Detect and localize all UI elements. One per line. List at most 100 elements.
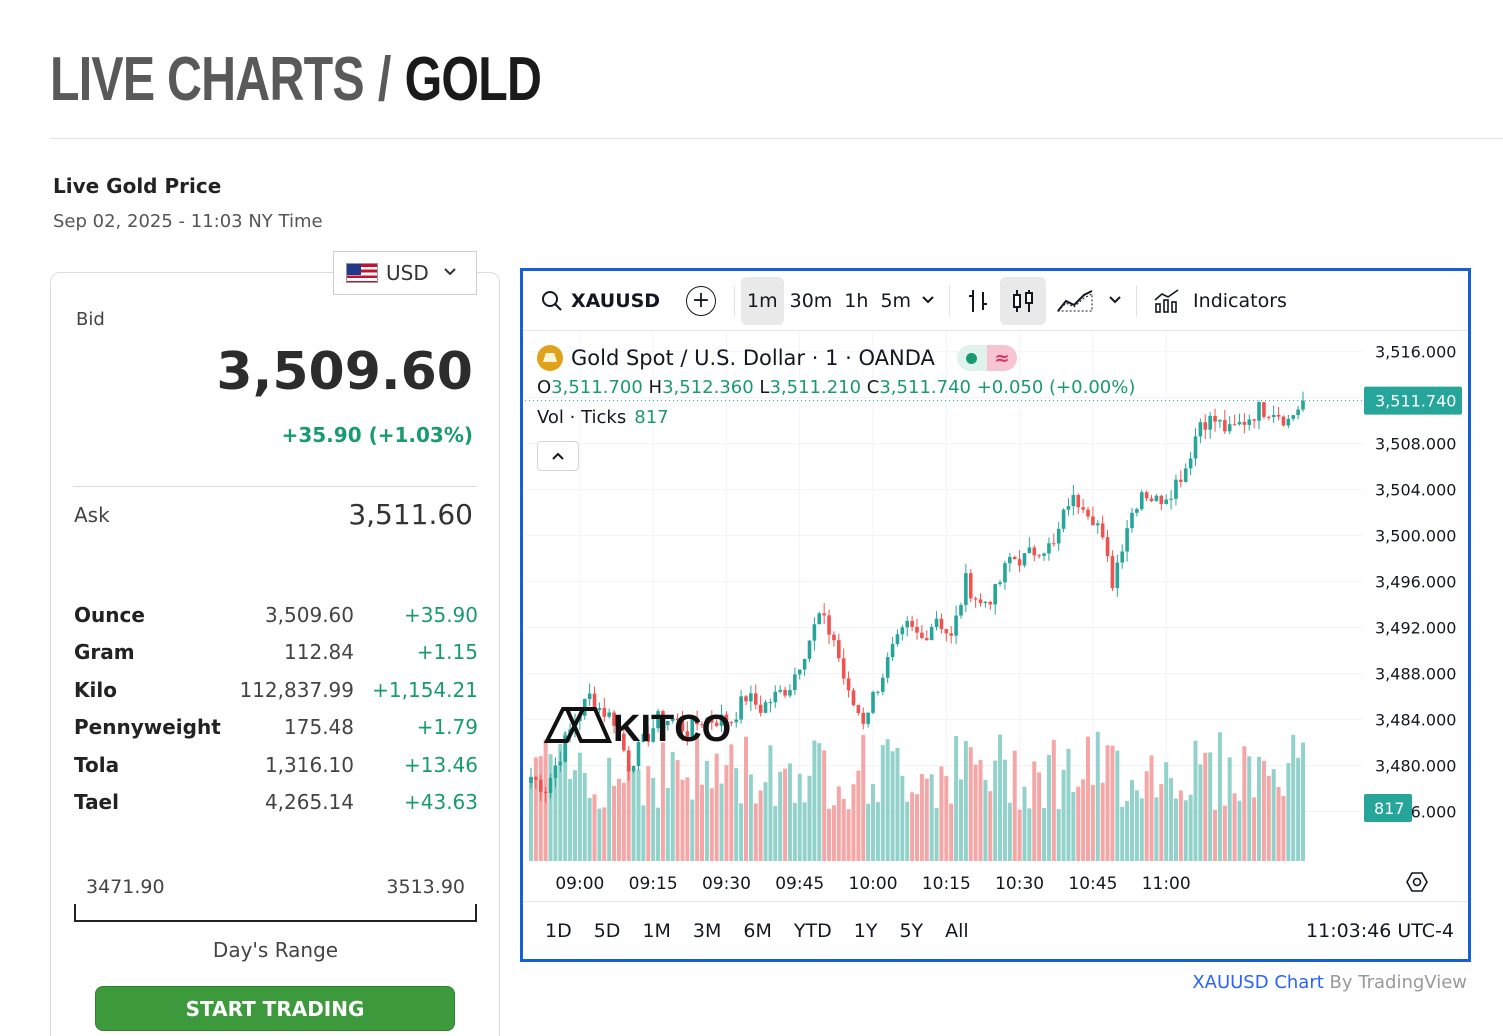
interval-5m[interactable]: 5m (880, 289, 912, 312)
range-5d[interactable]: 5D (593, 919, 621, 942)
interval-30m[interactable]: 30m (789, 289, 833, 312)
candle (1169, 498, 1173, 500)
chart-settings-icon[interactable] (1406, 872, 1428, 892)
volume-bar (778, 771, 783, 861)
y-axis-tick-label: 3,488.000 (1375, 665, 1456, 684)
candle (739, 696, 743, 720)
candle (783, 689, 787, 696)
candle (709, 718, 714, 723)
candle (563, 735, 568, 762)
volume-bar (787, 763, 792, 861)
volume-bar (724, 765, 729, 861)
volume-bar (1051, 739, 1056, 861)
candle (993, 584, 997, 605)
candle (729, 722, 734, 724)
chart-range-bar: 1D 5D 1M 3M 6M YTD 1Y 5Y All 11:03:46 UT… (523, 901, 1468, 959)
low-label: L (759, 377, 770, 398)
volume-bar (1164, 762, 1169, 861)
candle (534, 777, 538, 780)
range-3m[interactable]: 3M (692, 919, 722, 942)
volume-bar (929, 774, 934, 861)
candle (788, 690, 792, 696)
range-1y[interactable]: 1Y (853, 919, 878, 942)
candle (680, 720, 685, 732)
high-value: 3,512.360 (662, 377, 754, 398)
us-flag-icon (346, 263, 378, 283)
candle (656, 711, 660, 729)
volume-bar (1012, 750, 1017, 861)
volume-bar (827, 808, 832, 861)
heading-separator: / (377, 45, 391, 114)
candle (1022, 553, 1027, 566)
range-1d[interactable]: 1D (545, 919, 572, 942)
interval-1h[interactable]: 1h (844, 289, 869, 312)
candle (1247, 419, 1252, 425)
candle (1174, 479, 1178, 499)
candle (1257, 402, 1261, 421)
range-1m[interactable]: 1M (642, 919, 671, 942)
candle (1120, 551, 1125, 563)
candle-chart-type-icon[interactable] (1000, 276, 1047, 325)
candle (685, 731, 690, 738)
candle (1027, 547, 1032, 554)
interval-1m[interactable]: 1m (741, 276, 784, 325)
chart-clock[interactable]: 11:03:46 UTC-4 (1306, 919, 1454, 942)
volume-bar (1090, 785, 1095, 861)
range-5y[interactable]: 5Y (899, 919, 924, 942)
volume-bar (895, 747, 900, 861)
volume-bar (1154, 797, 1159, 861)
candle (998, 582, 1002, 585)
market-status-badges[interactable]: ≈ (956, 345, 1017, 371)
price-chart[interactable]: KITCO3,516.0003,512.0003,508.0003,504.00… (523, 331, 1468, 901)
volume-bar (553, 766, 558, 861)
candle (915, 626, 919, 633)
unit-price-table: Ounce 3,509.60 +35.90 Gram 112.84 +1.15 … (74, 596, 478, 821)
candle (1291, 415, 1296, 419)
interval-chevron-down-icon[interactable] (921, 293, 935, 309)
heading-live-charts: LIVE CHARTS (50, 45, 365, 114)
range-6m[interactable]: 6M (743, 919, 772, 942)
candle (929, 626, 934, 641)
volume-bar (773, 806, 778, 861)
candle (626, 750, 631, 772)
attribution-link[interactable]: XAUUSD Chart (1192, 972, 1324, 993)
low-value: 3,511.210 (769, 377, 862, 398)
candle (636, 742, 641, 767)
candle (1115, 562, 1120, 589)
bar-chart-type-icon[interactable] (956, 277, 1000, 325)
start-trading-button[interactable]: START TRADING (95, 986, 455, 1031)
compare-add-icon[interactable]: + (686, 285, 716, 316)
range-ytd[interactable]: YTD (793, 919, 832, 942)
gold-coin-icon (537, 345, 563, 371)
candle (700, 724, 704, 726)
symbol-search[interactable]: XAUUSD (523, 290, 678, 312)
tradingview-attribution[interactable]: XAUUSD Chart By TradingView (1192, 972, 1467, 993)
volume-bar (983, 779, 988, 861)
volume-bar (592, 794, 597, 861)
indicators-icon (1154, 288, 1179, 313)
area-chart-type-icon[interactable] (1046, 277, 1104, 325)
volume-bar (807, 775, 812, 861)
unit-price: 1,316.10 (264, 752, 354, 777)
heading-divider (50, 138, 1503, 139)
heading-gold: GOLD (404, 45, 542, 114)
volume-bar (1071, 791, 1076, 861)
unit-change: +13.46 (403, 752, 478, 777)
indicators-button[interactable]: Indicators (1143, 277, 1297, 325)
volume-bar (1271, 769, 1276, 861)
candle (949, 633, 954, 636)
volume-bar (1076, 786, 1081, 861)
collapse-legend-button[interactable] (537, 441, 579, 471)
candle (954, 615, 958, 636)
candle (924, 638, 929, 641)
unit-price: 4,265.14 (264, 790, 354, 815)
volume-bar (734, 768, 739, 861)
currency-select[interactable]: USD (333, 251, 477, 295)
candle (817, 613, 822, 625)
chart-type-chevron-down-icon[interactable] (1108, 293, 1122, 309)
y-axis-tick-label: 3,492.000 (1375, 619, 1456, 638)
candle (920, 632, 924, 639)
volume-bar (563, 732, 568, 861)
volume-bar (685, 777, 690, 861)
range-all[interactable]: All (945, 919, 969, 942)
